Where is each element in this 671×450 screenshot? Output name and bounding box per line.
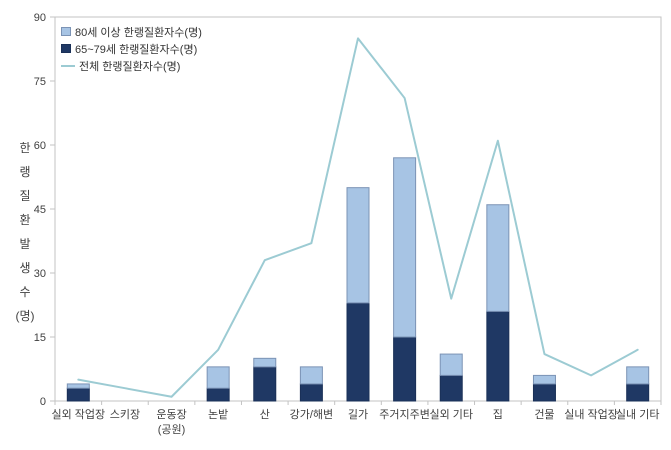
x-tick-label: 집 xyxy=(492,409,503,421)
y-axis-title-char: (명) xyxy=(15,309,35,323)
bar-segment-age65-79 xyxy=(299,383,323,402)
y-axis-title-char: 질 xyxy=(19,189,31,203)
bar-segment-age65-79 xyxy=(206,387,230,402)
legend-item-total: 전체 한랭질환자수(명) xyxy=(61,57,202,74)
x-tick-label: 실외 작업장 xyxy=(51,409,106,421)
legend: 80세 이상 한랭질환자수(명) 65~79세 한랭질환자수(명) 전체 한랭질… xyxy=(61,23,202,74)
bar-segment-age80plus xyxy=(206,366,230,389)
bar-segment-age65-79 xyxy=(626,383,650,402)
y-axis-title-char: 환 xyxy=(19,213,31,227)
legend-label-total: 전체 한랭질환자수(명) xyxy=(79,60,181,73)
y-tick-label: 90 xyxy=(34,12,46,24)
x-tick-label: 운동장 (공원) xyxy=(156,409,187,437)
y-axis-title-char: 한 xyxy=(19,141,31,155)
legend-item-age80plus: 80세 이상 한랭질환자수(명) xyxy=(61,23,202,40)
bar-segment-age65-79 xyxy=(532,383,556,402)
bar-segment-age65-79 xyxy=(66,387,90,402)
x-tick-label: 강가/해변 xyxy=(289,409,334,421)
y-tick-label: 60 xyxy=(34,140,46,152)
x-tick-label: 산 xyxy=(259,409,270,421)
bar-segment-age65-79 xyxy=(346,302,370,402)
bar-segment-age80plus xyxy=(66,383,90,389)
y-tick-label: 45 xyxy=(34,204,46,216)
y-axis-title-char: 랭 xyxy=(19,165,31,179)
y-tick-label: 30 xyxy=(34,268,46,280)
x-tick-label: 스키장 xyxy=(109,409,141,421)
legend-swatch-age80plus-icon xyxy=(61,27,71,36)
x-tick-label: 논밭 xyxy=(208,409,229,421)
bar-segment-age80plus xyxy=(346,187,370,304)
y-tick-label: 75 xyxy=(34,76,46,88)
legend-line-total-icon xyxy=(61,64,75,67)
bar-segment-age65-79 xyxy=(439,374,463,402)
bar-segment-age65-79 xyxy=(253,366,277,402)
bar-segment-age80plus xyxy=(626,366,650,385)
y-axis-title-char: 생 xyxy=(19,261,31,275)
x-tick-label: 실내 기타 xyxy=(615,409,660,421)
y-axis-title-char: 발 xyxy=(19,237,31,251)
y-tick-label: 15 xyxy=(34,332,46,344)
bar-segment-age80plus xyxy=(253,357,277,368)
x-tick-label: 실내 작업장 xyxy=(564,409,618,421)
bar-segment-age80plus xyxy=(486,204,510,312)
bar-segment-age80plus xyxy=(393,157,417,338)
x-tick-label: 길가 xyxy=(347,409,369,421)
legend-label-age80plus: 80세 이상 한랭질환자수(명) xyxy=(75,26,202,39)
legend-item-age65-79: 65~79세 한랭질환자수(명) xyxy=(61,40,202,57)
legend-swatch-age65-79-icon xyxy=(61,44,71,53)
y-axis-title: 한 랭 질 환 발 생 수 (명) xyxy=(8,136,42,328)
bar-segment-age65-79 xyxy=(486,310,510,402)
x-tick-label: 건물 xyxy=(534,409,555,421)
bar-segment-age80plus xyxy=(299,366,323,385)
bar-segment-age80plus xyxy=(532,374,556,385)
x-tick-label: 주거지주변 xyxy=(379,409,430,421)
y-tick-label: 0 xyxy=(40,396,46,408)
total-line xyxy=(77,37,639,398)
y-axis-title-char: 수 xyxy=(19,285,31,299)
legend-label-age65-79: 65~79세 한랭질환자수(명) xyxy=(75,43,198,56)
x-tick-label: 실외 기타 xyxy=(429,409,473,421)
bar-segment-age80plus xyxy=(439,353,463,376)
bar-segment-age65-79 xyxy=(393,336,417,402)
